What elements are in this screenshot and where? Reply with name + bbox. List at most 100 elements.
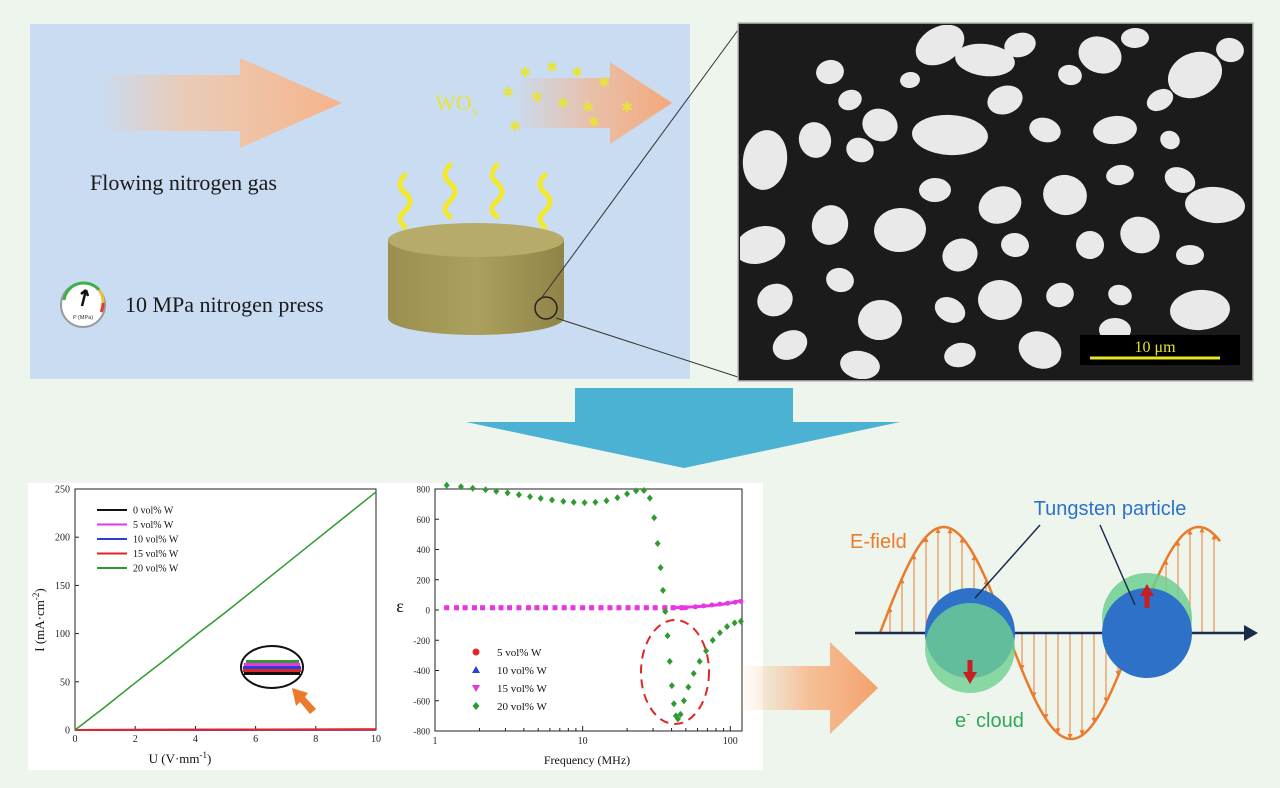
x-tick-label: 8	[313, 734, 318, 745]
tungsten-grain	[1170, 289, 1230, 331]
tungsten-pointer-right	[1099, 524, 1136, 606]
tungsten-grain	[1167, 51, 1223, 99]
particle-left	[925, 588, 1015, 693]
data-point	[685, 683, 692, 691]
data-point	[680, 697, 687, 705]
wox-particle-icon: ✱	[557, 97, 569, 112]
data-point	[662, 605, 668, 611]
process-panel: WOx ✱ ✱ ✱✱✱ ✱ ✱ ✱ ✱✱ ✱ Flowing nitrogen gas P (…	[30, 24, 690, 379]
data-point	[646, 494, 653, 502]
tungsten-grains	[740, 25, 1245, 379]
iu-inset	[240, 645, 316, 714]
wox-particle-icon: ✱	[571, 66, 583, 81]
x-tick-label: 10	[578, 736, 588, 747]
y-tick-label: 100	[55, 629, 70, 640]
data-point	[462, 605, 468, 611]
field-vector-head	[959, 537, 965, 543]
x-tick-label: 100	[723, 736, 738, 747]
tungsten-grain	[838, 89, 862, 111]
data-point	[616, 605, 622, 611]
gauge-needle	[80, 289, 90, 307]
tungsten-grain	[1146, 88, 1174, 112]
iu-legend: 0 vol% W 5 vol% W 10 vol% W 15 vol% W 20 vol…	[97, 506, 179, 575]
tungsten-grain	[846, 137, 874, 163]
y-tick-label: 250	[55, 485, 70, 496]
tungsten-grain	[915, 25, 965, 66]
y-tick-label: 0	[65, 726, 70, 737]
legend-entry: 0 vol% W	[133, 506, 174, 517]
data-point	[731, 619, 738, 627]
gauge-scale-yellow	[97, 289, 105, 304]
data-point	[677, 710, 684, 718]
data-point	[657, 564, 664, 572]
tungsten-particle	[1102, 588, 1192, 678]
tungsten-grain	[987, 85, 1023, 115]
wox-particle-icon: ✱	[582, 101, 594, 116]
data-point	[716, 629, 723, 637]
tungsten-grain	[798, 122, 832, 158]
tungsten-grain	[1093, 115, 1137, 145]
data-point	[664, 632, 671, 640]
iu-series	[74, 491, 377, 731]
data-point	[489, 605, 495, 611]
x-tick-label: 2	[133, 734, 138, 745]
legend-entry: 5 vol% W	[497, 647, 542, 659]
press-label: 10 MPa nitrogen press	[125, 292, 324, 317]
data-point	[458, 483, 465, 491]
tungsten-grain	[1108, 284, 1132, 306]
legend-marker	[472, 648, 480, 656]
wox-particle-icon: ✱	[621, 101, 633, 116]
tungsten-grain	[740, 225, 786, 265]
data-point	[634, 605, 640, 611]
data-point	[668, 682, 675, 690]
pellet-top	[388, 223, 564, 257]
data-point	[709, 636, 716, 644]
data-point	[516, 605, 522, 611]
y-tick-label: -800	[414, 727, 431, 737]
data-point	[703, 647, 710, 655]
y-tick-label: 600	[417, 515, 431, 525]
legend-entry: 20 vol% W	[133, 564, 179, 575]
data-point	[471, 605, 477, 611]
sem-micrograph: 10 μm	[737, 22, 1254, 382]
wox-particle-icon: ✱	[531, 91, 543, 106]
flow-label: Flowing nitrogen gas	[90, 170, 277, 195]
data-point	[498, 605, 504, 611]
gauge-label: P (MPa)	[73, 315, 93, 321]
pressure-gauge-icon: P (MPa)	[60, 281, 106, 328]
tungsten-grain	[757, 283, 793, 317]
field-vector-head	[1187, 529, 1193, 535]
data-point	[542, 605, 548, 611]
y-tick-label: 800	[417, 485, 431, 495]
heat-waves	[397, 162, 553, 230]
wox-particle-icon: ✱	[509, 120, 521, 135]
inset-arrow-icon	[292, 688, 316, 714]
legend-marker	[472, 702, 480, 710]
particle-right	[1102, 573, 1192, 678]
tungsten-grain	[858, 299, 902, 341]
pellet-side	[388, 240, 564, 335]
gauge-scale-red	[99, 302, 105, 313]
tungsten-grain	[919, 177, 951, 203]
data-point	[480, 605, 486, 611]
gas-flow-arrow	[98, 58, 342, 148]
tungsten-grain	[1160, 130, 1180, 150]
tungsten-pointer-left	[974, 524, 1041, 599]
field-vector-head	[923, 536, 929, 542]
data-point	[598, 605, 604, 611]
wox-flow-arrow	[512, 62, 672, 144]
data-point	[603, 497, 610, 505]
y-tick-label: -400	[414, 666, 431, 676]
legend-marker	[472, 666, 480, 673]
tungsten-grain	[1121, 27, 1149, 49]
data-point	[570, 498, 577, 506]
arrow-up-icon	[1140, 584, 1154, 596]
tungsten-grain	[1185, 186, 1245, 224]
tungsten-grain	[742, 130, 788, 190]
tungsten-grain	[1004, 32, 1036, 58]
data-point	[737, 617, 744, 625]
pellet-sample	[388, 223, 564, 335]
iu-xlabel: U (V·mm-1)	[149, 750, 212, 766]
data-point	[469, 484, 476, 492]
